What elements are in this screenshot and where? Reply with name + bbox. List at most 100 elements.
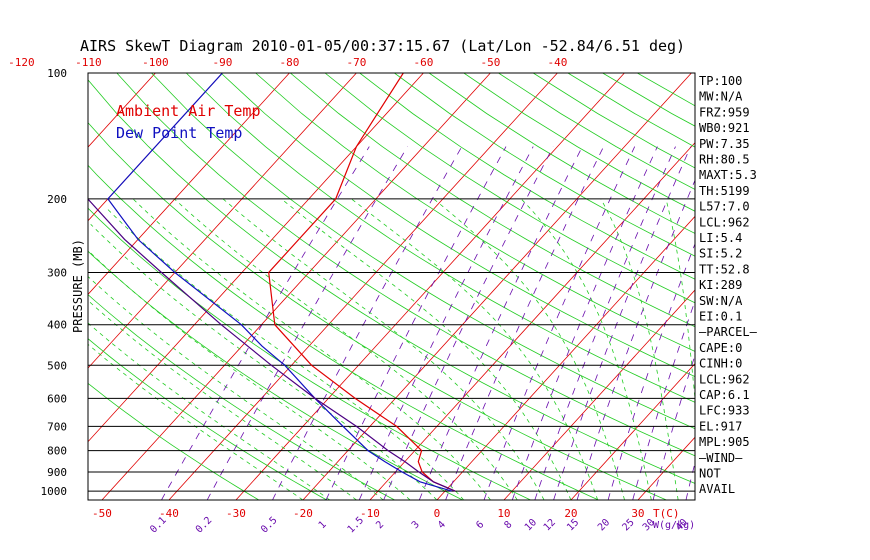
top-temp-tick-label: -70	[346, 56, 366, 69]
top-temp-tick-label: -50	[480, 56, 500, 69]
stat-item: CINH:0	[699, 357, 742, 371]
stat-item: RH:80.5	[699, 153, 750, 167]
bottom-temp-tick-label: 10	[497, 507, 510, 520]
pressure-tick-label: 300	[47, 267, 67, 280]
mixing-ratio-tick-label: 20	[596, 517, 612, 533]
isotherm-line	[772, 73, 870, 500]
bottom-temp-tick-label: -50	[92, 507, 112, 520]
stat-item: CAPE:0	[699, 341, 742, 355]
bottom-temp-tick-label: -30	[226, 507, 246, 520]
isotherm-line	[88, 73, 357, 369]
dry-adiabat-line	[637, 73, 695, 107]
bottom-temp-tick-label: 0	[434, 507, 441, 520]
stat-item: L57:7.0	[699, 200, 750, 214]
stat-item: WB0:921	[699, 121, 750, 135]
chart-title: AIRS SkewT Diagram 2010-01-05/00:37:15.6…	[80, 37, 685, 55]
mixing-ratio-tick-label: 10	[523, 517, 539, 533]
pressure-tick-label: 700	[47, 420, 67, 433]
bottom-axis-unit: T(C)	[653, 507, 680, 520]
isotherm-line	[637, 436, 695, 500]
mixing-ratio-unit: W(g/kg)	[653, 520, 695, 531]
dry-adiabat-line	[88, 382, 260, 500]
moist-adiabat-line	[351, 198, 599, 500]
top-temp-tick-label: -80	[279, 56, 299, 69]
pressure-tick-label: 900	[47, 466, 67, 479]
stat-item: SI:5.2	[699, 247, 742, 261]
mixing-ratio-line	[161, 146, 370, 500]
moist-adiabat-line	[105, 207, 464, 500]
y-axis-label: PRESSURE (MB)	[71, 239, 85, 333]
stat-item: TT:52.8	[699, 262, 750, 276]
moist-adiabat-line	[88, 299, 357, 500]
stat-item: EL:917	[699, 419, 742, 433]
dry-adiabat-line	[255, 73, 695, 352]
stat-item: AVAIL	[699, 482, 735, 496]
top-temp-tick-label: -60	[413, 56, 433, 69]
stat-item: LCL:962	[699, 215, 750, 229]
stat-item: TP:100	[699, 74, 742, 88]
mixing-ratio-line	[418, 146, 583, 500]
isotherm-line	[101, 73, 491, 500]
stat-item: KI:289	[699, 278, 742, 292]
mixing-ratio-tick-label: 0.5	[259, 515, 280, 536]
stat-item: LCL:962	[699, 372, 750, 386]
moist-adiabat-line	[520, 198, 652, 500]
pressure-tick-label: 200	[47, 193, 67, 206]
stat-item: MW:N/A	[699, 90, 743, 104]
moist-adiabat-line	[88, 322, 330, 500]
stat-item: PW:7.35	[699, 137, 750, 151]
stat-item: LFC:933	[699, 404, 750, 418]
pressure-tick-label: 500	[47, 359, 67, 372]
grid-lines	[88, 73, 870, 500]
mixing-ratio-tick-label: 4	[436, 519, 448, 531]
moist-adiabat-line	[174, 198, 518, 500]
pressure-tick-label: 800	[47, 445, 67, 458]
mixing-ratio-line	[325, 146, 507, 500]
stat-item: SW:N/A	[699, 294, 743, 308]
mixing-ratio-line	[534, 146, 676, 500]
legend-ambient: Ambient Air Temp	[116, 102, 261, 120]
top-temp-tick-label: -40	[547, 56, 567, 69]
isotherm-line	[302, 73, 692, 500]
bottom-temp-tick-label: -10	[360, 507, 380, 520]
mixing-ratio-tick-label: 2	[374, 519, 386, 531]
mixing-ratio-tick-label: 0.2	[194, 515, 215, 536]
isotherm-line	[88, 73, 290, 295]
isotherm-line	[503, 289, 695, 500]
series-dew-point-temp-line	[107, 73, 452, 492]
dry-adiabat-line	[359, 73, 695, 280]
mixing-ratio-line	[358, 146, 534, 500]
stat-item: FRZ:959	[699, 105, 750, 119]
mixing-ratio-tick-label: 12	[542, 517, 558, 533]
pressure-tick-label: 600	[47, 392, 67, 405]
pressure-tick-label: 100	[47, 67, 67, 80]
top-temp-tick-label: -100	[142, 56, 169, 69]
dry-adiabat-line	[220, 73, 695, 377]
dry-adiabat-line	[88, 122, 667, 500]
top-temp-tick-label: -110	[75, 56, 102, 69]
moist-adiabat-line	[600, 198, 679, 500]
isotherm-line	[839, 73, 870, 500]
stat-item: TH:5199	[699, 184, 750, 198]
isotherm-line	[235, 73, 625, 500]
pressure-tick-label: 1000	[41, 485, 68, 498]
stat-item: —WIND—	[699, 451, 743, 465]
isotherm-line	[88, 73, 424, 443]
mixing-ratio-tick-label: 6	[474, 519, 486, 531]
isotherm-line	[88, 73, 156, 148]
stat-item: —PARCEL—	[699, 325, 758, 339]
mixing-ratio-line	[383, 146, 554, 500]
moist-adiabat-line	[90, 224, 438, 500]
moist-adiabat-line	[281, 198, 572, 500]
dry-adiabat-line	[498, 73, 695, 190]
stat-item: CAP:6.1	[699, 388, 750, 402]
profile-lines	[88, 73, 456, 492]
dry-adiabat-line	[290, 73, 695, 328]
top-temp-tick-label: -90	[212, 56, 232, 69]
dry-adiabat-line	[185, 73, 695, 403]
moist-adiabat-line	[222, 198, 545, 500]
dry-adiabat-line	[463, 73, 695, 212]
